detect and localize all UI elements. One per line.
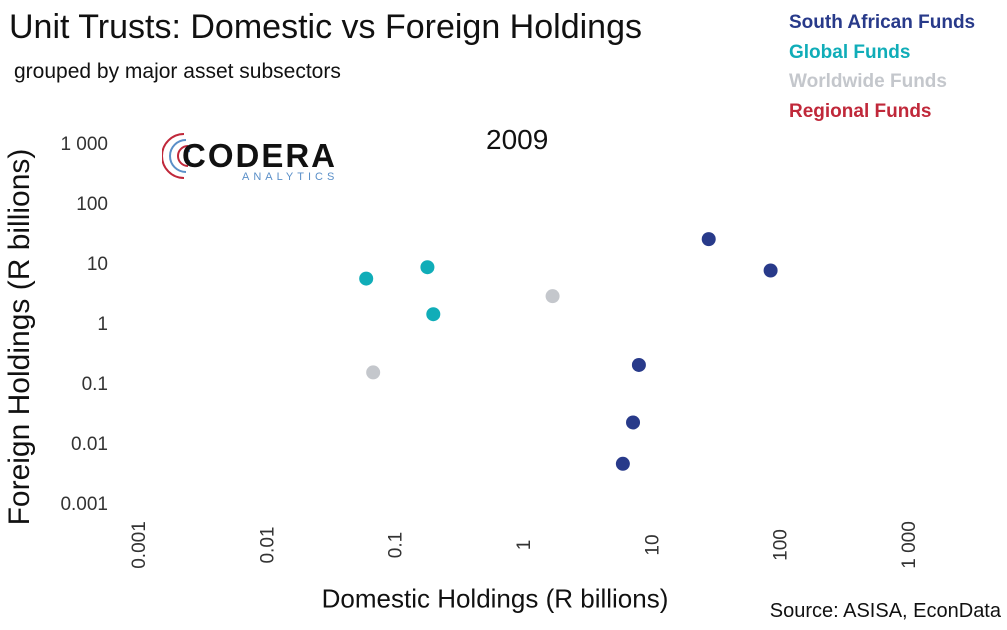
y-tick-label: 0.001: [60, 494, 108, 515]
y-tick-label: 10: [87, 254, 108, 275]
point-south-african-funds: [626, 415, 641, 430]
logo-wordmark: CODERA: [182, 137, 338, 174]
data-points: [359, 232, 778, 471]
chart-title: Unit Trusts: Domestic vs Foreign Holding…: [9, 8, 642, 46]
x-tick-label: 0.001: [129, 521, 150, 569]
point-worldwide-funds: [545, 289, 560, 304]
y-tick-label: 1 000: [60, 134, 108, 155]
x-tick-label: 10: [642, 534, 663, 555]
point-south-african-funds: [701, 232, 716, 247]
x-tick-label: 0.1: [386, 532, 407, 558]
point-global-funds: [420, 260, 435, 275]
y-tick-label: 0.1: [82, 374, 108, 395]
x-axis-ticks: 0.001 0.01 0.1 1 10 100 1 000: [129, 521, 920, 569]
legend-item-south-african-funds: South African Funds: [789, 12, 976, 33]
point-global-funds: [426, 307, 441, 322]
x-tick-label: 1: [514, 540, 535, 551]
point-south-african-funds: [615, 456, 630, 471]
y-axis-label: Foreign Holdings (R billions): [3, 148, 36, 526]
year-annotation: 2009: [486, 124, 549, 155]
logo-subtitle: ANALYTICS: [242, 171, 339, 183]
legend-item-global-funds: Global Funds: [789, 41, 911, 63]
y-tick-label: 1: [97, 314, 108, 335]
x-axis-label: Domestic Holdings (R billions): [321, 583, 669, 614]
codera-logo: CODERA ANALYTICS: [162, 126, 337, 184]
chart-subtitle: grouped by major asset subsectors: [14, 60, 341, 83]
source-note: Source: ASISA, EconData: [769, 600, 1001, 622]
legend-item-regional-funds: Regional Funds: [789, 100, 932, 122]
y-axis-ticks: 0.001 0.01 0.1 1 10 100 1 000: [60, 134, 108, 515]
point-south-african-funds: [763, 263, 778, 278]
x-tick-label: 1 000: [899, 521, 920, 569]
legend: South African Funds Global Funds Worldwi…: [789, 8, 975, 126]
point-global-funds: [359, 271, 374, 286]
point-worldwide-funds: [366, 365, 381, 380]
y-tick-label: 0.01: [71, 434, 108, 455]
point-south-african-funds: [631, 357, 646, 372]
y-tick-label: 100: [76, 194, 108, 215]
x-tick-label: 0.01: [257, 527, 278, 564]
x-tick-label: 100: [771, 529, 792, 561]
legend-item-worldwide-funds: Worldwide Funds: [789, 71, 947, 92]
fingerprint-icon: [162, 133, 191, 179]
